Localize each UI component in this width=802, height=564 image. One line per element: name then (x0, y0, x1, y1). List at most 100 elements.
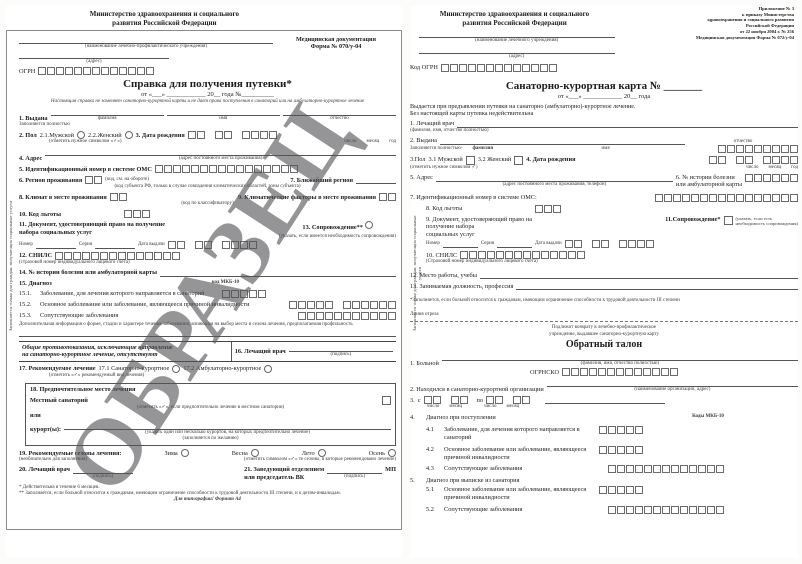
fld (442, 240, 478, 249)
sanatorium-card-page: Министерство здравоохранения и социально… (410, 6, 798, 558)
ogrnsko-label: ОГРНСКО (529, 368, 560, 376)
grid-cell (47, 67, 56, 76)
month-caption: месяц (366, 139, 380, 145)
r (19, 329, 396, 337)
return-note: Подлежит возврату в лечебно-профилактиче… (410, 325, 798, 338)
grid-cell (172, 165, 181, 174)
grid-cell (361, 311, 369, 320)
grid-cell (512, 63, 521, 72)
grid-cell (487, 251, 496, 260)
grid-cell (608, 486, 616, 495)
grid-cell (64, 251, 73, 260)
grid-cell (194, 240, 203, 249)
blank-line (439, 137, 685, 145)
fld (516, 282, 798, 291)
print-format-note: Для типографии! Формат А4 (174, 497, 241, 503)
grid-cell (109, 193, 118, 202)
grid-cell (653, 506, 661, 515)
field9-label: 9. Климатические факторы в месте прожива… (237, 193, 376, 201)
blank-line (288, 344, 393, 353)
r2: 3.Пол 3.1 Мужской 3.2 Женский 4. Дата ро… (410, 155, 798, 165)
fld (95, 241, 135, 249)
birthdate-grid-year (241, 131, 277, 140)
fld (480, 271, 798, 280)
field18-caption2: (указать один или несколько курортов, на… (145, 430, 310, 436)
contraindications-row: Общие противопоказания, исключающие напр… (19, 340, 396, 362)
female-option-label-right: 3.2 Женский (477, 156, 512, 164)
stamp-label: МП (385, 466, 396, 474)
grid-cell (781, 173, 789, 182)
r2: 18. Предпочтительное место лечения (30, 386, 391, 393)
grid-cell (589, 368, 598, 377)
grid-cell (248, 289, 257, 298)
appendix-block: Приложение № 3 к приказу Министерства зд… (631, 6, 798, 40)
benefit-code-grid (124, 210, 151, 219)
r: 2. Находился в санаторно-курортной орган… (410, 379, 798, 393)
r2: 10. Код льготы (19, 210, 396, 219)
field7-caption: (код субъекта РФ, только в случае совпад… (114, 184, 301, 190)
t42-text: Основное заболевание или заболевание, яв… (444, 445, 587, 461)
grid-cell (154, 251, 163, 260)
resorts-label: курорт(ы): (30, 425, 62, 433)
layout-element: Общие противопоказания, исключающие напр… (22, 343, 173, 351)
blank-line (19, 329, 396, 337)
layout-element: или амбулаторной карты (675, 181, 742, 189)
grid-cell (145, 251, 154, 260)
r2: курорт(ы): (указать один или несколько к… (30, 422, 391, 436)
grid-cell (128, 67, 137, 76)
grid-cell (539, 63, 548, 72)
t52-text: Сопутствующие заболевания (444, 506, 523, 514)
ministry-line2: развития Российской Федерации (462, 18, 567, 27)
grid-cell (670, 368, 679, 377)
mkb-grid-2 (289, 300, 333, 309)
layout-element: Министерство здравоохранения и социально… (410, 6, 623, 60)
grid-cell (790, 156, 798, 164)
year-caption-right: год (791, 164, 798, 170)
number-caption-right: Номер (426, 241, 440, 247)
grid-cell (257, 289, 266, 298)
grid-cell (83, 67, 92, 76)
grid-cell (423, 396, 432, 405)
grid-cell (790, 173, 798, 182)
field1-label: 1. Выдана (19, 115, 48, 123)
grid-cell (38, 67, 47, 76)
grid-cell (541, 251, 550, 260)
oms-label-right: 7. Идентификационный номер в системе ОМС… (410, 193, 537, 201)
blank-line (50, 108, 164, 117)
grid-cell (652, 368, 661, 377)
r2: 15.3. Сопутствующие заболевания (19, 311, 396, 320)
fld (160, 269, 396, 277)
grid-cell (618, 240, 627, 249)
layout-element: 6. № истории болезни (675, 173, 735, 181)
grid-cell (680, 506, 688, 515)
series-caption-right: Серия (480, 241, 494, 247)
grid-cell (763, 156, 771, 164)
fill-fully-note-right: Заполняется полностью- (410, 145, 463, 151)
grid-cell (316, 300, 324, 309)
r2: 15.2. Основное заболевание или заболеван… (19, 300, 396, 309)
field19-note2: (отметить символом «✓» те сезоны, в кото… (243, 457, 396, 463)
grid-cell (550, 251, 559, 260)
footnote-right: *Заполняется, если больной относится к г… (410, 298, 680, 304)
grid-cell (467, 63, 476, 72)
grid-cell (167, 240, 176, 249)
blank-line (418, 30, 615, 38)
grid-cell (781, 156, 789, 164)
blank-line (457, 120, 798, 128)
grid-cell (118, 251, 127, 260)
fld: имя (166, 108, 280, 122)
grid-cell (544, 204, 553, 213)
grid-cell (608, 465, 616, 474)
grid-cell (698, 465, 706, 474)
certificate-date-line: от «___» ____________ 20__ года №_______… (141, 91, 274, 99)
field16-label: 16. Лечащий врач (234, 347, 286, 355)
admission-diagnosis-num: 4. (410, 414, 415, 422)
grid-cell (379, 193, 387, 202)
form-number-label: Форма № 070/у-04 (310, 42, 362, 50)
grid-cell (503, 63, 512, 72)
grid-cell (530, 63, 539, 72)
grid-cell (716, 465, 724, 474)
grid-cell (591, 240, 600, 249)
grid-cell (325, 300, 333, 309)
blank-line (516, 282, 798, 291)
